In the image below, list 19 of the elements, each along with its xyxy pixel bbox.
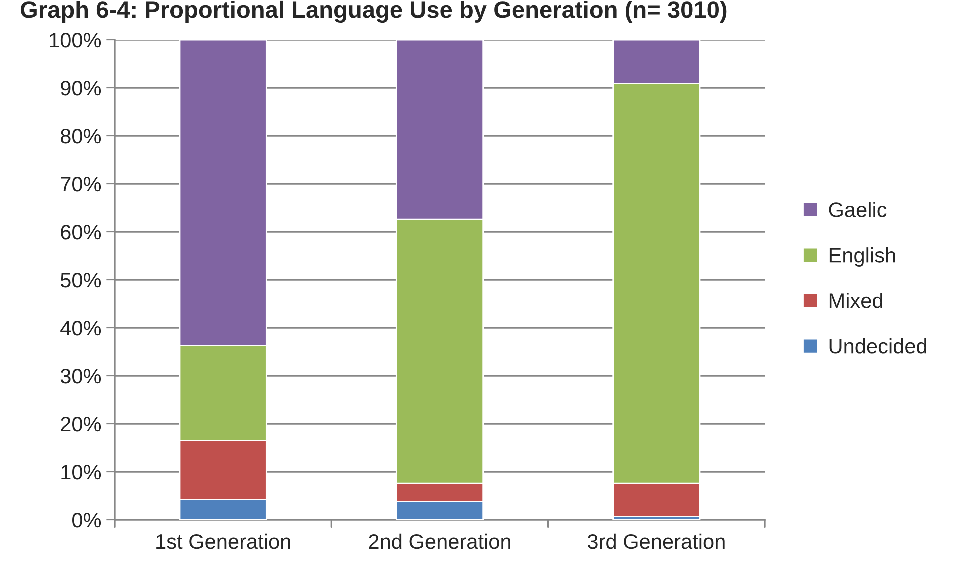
x-tick-label: 3rd Generation: [588, 534, 725, 550]
legend-label: Undecided: [830, 338, 927, 354]
y-tick-label: 100%: [50, 33, 102, 48]
legend-label: English: [830, 248, 896, 267]
y-tick-label: 0%: [72, 513, 102, 528]
y-tick-label: 40%: [60, 321, 102, 336]
y-tick-label: 10%: [62, 465, 102, 480]
x-tick-label: 1st Generation: [156, 534, 290, 550]
y-tick-label: 20%: [61, 417, 102, 432]
y-tick-label: 50%: [60, 273, 102, 288]
legend-label: Mixed: [830, 293, 882, 308]
y-tick-label: 30%: [60, 369, 102, 384]
legend-label: Gaelic: [829, 202, 887, 218]
y-tick-label: 90%: [61, 81, 102, 96]
y-tick-label: 80%: [61, 129, 102, 144]
y-tick-label: 70%: [61, 177, 102, 192]
x-tick-label: 2nd Generation: [369, 534, 510, 550]
y-tick-label: 60%: [61, 225, 102, 240]
chart-title: Graph 6-4: Proportional Language Use by Generation (n= 3010): [20, 0, 727, 24]
